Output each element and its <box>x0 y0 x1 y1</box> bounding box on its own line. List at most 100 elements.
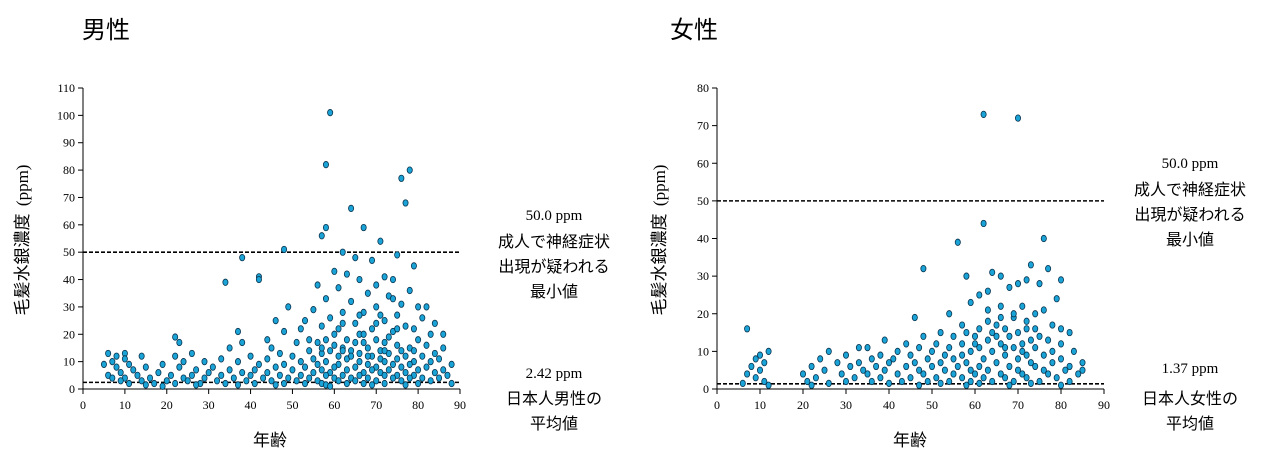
data-point <box>399 175 404 181</box>
data-point <box>265 356 270 362</box>
data-point <box>964 329 969 335</box>
reference-text-line: 平均値 <box>1166 414 1214 433</box>
data-point <box>1015 280 1020 286</box>
data-point <box>210 364 215 370</box>
data-point <box>110 375 115 381</box>
data-point <box>424 304 429 310</box>
data-point <box>1003 344 1008 350</box>
reference-value-label: 1.37 ppm <box>1162 361 1219 377</box>
y-axis-label-unit: (ppm) <box>13 165 32 207</box>
data-point <box>977 380 982 386</box>
data-point <box>886 359 891 365</box>
data-point <box>977 292 982 298</box>
data-point <box>344 367 349 373</box>
data-point <box>332 331 337 337</box>
data-point <box>194 367 199 373</box>
data-point <box>235 358 240 364</box>
data-point <box>374 282 379 288</box>
data-point <box>319 233 324 239</box>
data-point <box>925 378 930 384</box>
data-point <box>399 347 404 353</box>
data-point <box>843 378 848 384</box>
y-axis-label-unit: (ppm) <box>650 165 669 207</box>
data-point <box>762 359 767 365</box>
data-point <box>185 378 190 384</box>
data-point <box>357 312 362 318</box>
x-tick-label: 40 <box>883 398 895 412</box>
tick-labels: 010203040506070800 10 20 30 40 50 60 70 80 90 <box>697 81 1110 412</box>
data-point <box>390 276 395 282</box>
data-point <box>328 383 333 389</box>
y-tick-label: 80 <box>63 163 75 177</box>
data-point <box>395 252 400 258</box>
x-tick-label: 40 <box>245 398 257 412</box>
data-point <box>1076 371 1081 377</box>
data-point <box>143 382 148 388</box>
data-point <box>848 363 853 369</box>
data-point <box>411 263 416 269</box>
data-point <box>1046 265 1051 271</box>
data-point <box>1028 337 1033 343</box>
data-point <box>912 359 917 365</box>
data-point <box>895 348 900 354</box>
data-point <box>449 361 454 367</box>
data-point <box>307 337 312 343</box>
x-tick-label: 70 <box>1012 398 1024 412</box>
x-axis-label: 年齢 <box>893 431 927 451</box>
data-point <box>101 361 106 367</box>
data-point <box>135 372 140 378</box>
data-point <box>882 367 887 373</box>
data-point <box>294 378 299 384</box>
data-point <box>265 337 270 343</box>
data-point <box>206 369 211 375</box>
data-point <box>809 363 814 369</box>
data-point <box>395 312 400 318</box>
data-point <box>332 268 337 274</box>
data-point <box>964 273 969 279</box>
data-point <box>839 371 844 377</box>
data-point <box>740 380 745 386</box>
data-point <box>403 382 408 388</box>
data-point <box>323 372 328 378</box>
data-point <box>981 111 986 117</box>
svg-text:毛髪水銀濃度 (ppm): 毛髪水銀濃度 (ppm) <box>13 165 33 316</box>
data-point <box>248 372 253 378</box>
data-point <box>369 326 374 332</box>
data-point <box>240 369 245 375</box>
data-point <box>353 364 358 370</box>
y-tick-label: 70 <box>63 190 75 204</box>
data-point <box>917 382 922 388</box>
data-point <box>955 239 960 245</box>
data-point <box>348 205 353 211</box>
data-point <box>938 380 943 386</box>
data-point <box>985 318 990 324</box>
data-point <box>994 322 999 328</box>
data-point <box>395 356 400 362</box>
data-point <box>1054 296 1059 302</box>
y-tick-label: 20 <box>63 327 75 341</box>
data-point <box>869 356 874 362</box>
data-point <box>1011 344 1016 350</box>
x-tick-label: 50 <box>286 398 298 412</box>
data-point <box>899 378 904 384</box>
data-point <box>1003 326 1008 332</box>
data-point <box>281 380 286 386</box>
data-point <box>294 339 299 345</box>
data-points <box>740 111 1085 388</box>
y-tick-label: 0 <box>703 382 709 396</box>
data-point <box>118 369 123 375</box>
data-point <box>374 320 379 326</box>
data-point <box>998 273 1003 279</box>
data-point <box>298 372 303 378</box>
data-point <box>813 375 818 381</box>
data-point <box>981 356 986 362</box>
data-point <box>1007 363 1012 369</box>
data-point <box>972 371 977 377</box>
y-axis-label: 毛髪水銀濃度 (ppm) <box>13 165 33 316</box>
data-point <box>947 378 952 384</box>
data-point <box>908 375 913 381</box>
data-point <box>1007 382 1012 388</box>
data-point <box>315 361 320 367</box>
data-point <box>998 303 1003 309</box>
data-point <box>432 320 437 326</box>
